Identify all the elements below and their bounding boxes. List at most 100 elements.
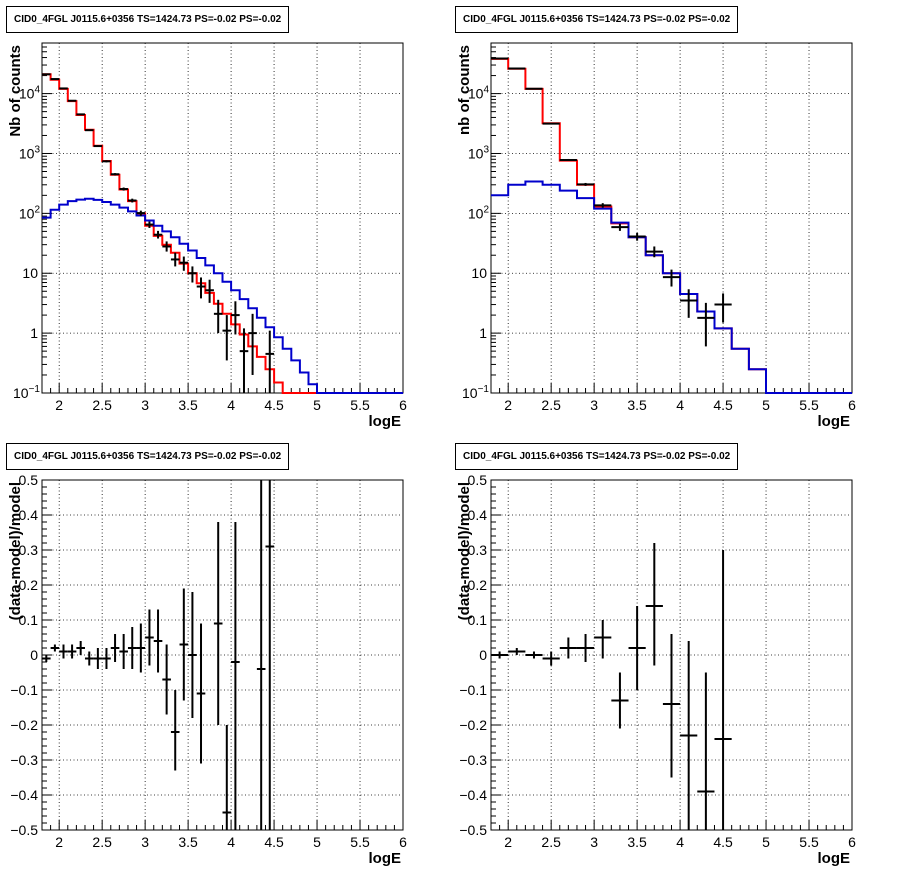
data-point (525, 87, 543, 90)
data-point (50, 644, 60, 652)
y-tick-label: −0.5 (459, 822, 487, 838)
counts-plot-top-left: 2 2.5 3 3.5 4 4.5 5 5.5 6 10−1 1 10 102 103 104 logE Nb … (7, 42, 407, 430)
plot-title: CID0_4FGL J0115.6+0356 TS=1424.73 PS=-0.… (455, 6, 739, 33)
x-axis-label: logE (369, 850, 402, 867)
data-point (213, 299, 223, 334)
residual-plot-bottom-left: 2 2.5 3 3.5 4 4.5 5 5.5 6 −0.5 −0.4 −0.3 −0.2 −0.1 0 0.… (7, 472, 407, 867)
x-tick-label: 4.5 (713, 834, 733, 850)
model-histogram-blue (42, 197, 403, 394)
x-tick-label: 6 (848, 397, 856, 413)
data-point (153, 609, 163, 673)
data-point (110, 634, 120, 662)
data-point (542, 651, 560, 666)
x-tick-label: 4 (676, 834, 684, 850)
x-tick-label: 2.5 (541, 834, 561, 850)
data-point (611, 672, 629, 729)
x-tick-label: 4 (227, 397, 235, 413)
x-tick-label: 4.5 (264, 834, 284, 850)
y-tick-label: 0 (30, 647, 38, 663)
data-point (136, 210, 146, 216)
data-point (162, 241, 171, 252)
y-tick-label: 104 (468, 85, 490, 102)
y-tick-label: −0.1 (459, 682, 487, 698)
x-axis-label: logE (369, 413, 402, 430)
x-tick-label: 3.5 (627, 834, 647, 850)
data-point (188, 266, 197, 283)
y-tick-label: 10 (471, 265, 487, 281)
data-point (559, 637, 577, 659)
x-tick-label: 2 (504, 397, 512, 413)
x-tick-label: 6 (399, 397, 407, 413)
y-tick-label: 104 (19, 85, 41, 102)
plot-title: CID0_4FGL J0115.6+0356 TS=1424.73 PS=-0.… (455, 443, 739, 470)
x-tick-label: 5 (313, 834, 321, 850)
panel-top-right: 2 2.5 3 3.5 4 4.5 5 5.5 6 10−1 1 10 102 103 104 logE nb … (449, 0, 898, 437)
data-point (645, 246, 663, 258)
x-axis-label: logE (818, 413, 851, 430)
panel-bottom-right: 2 2.5 3 3.5 4 4.5 5 5.5 6 −0.5 −0.4 −0.3 −0.2 −0.1 0 0.… (449, 437, 898, 874)
y-tick-label: 0 (479, 647, 487, 663)
data-point (145, 221, 154, 228)
plot-title: CID0_4FGL J0115.6+0356 TS=1424.73 PS=-0.… (6, 443, 290, 470)
x-tick-label: 2 (504, 834, 512, 850)
y-tick-label: 103 (19, 144, 41, 161)
data-point (697, 672, 715, 830)
data-point (628, 232, 646, 241)
x-tick-label: 2.5 (541, 397, 561, 413)
data-point (127, 198, 137, 203)
y-tick-label: 1 (30, 325, 38, 341)
plot-title: CID0_4FGL J0115.6+0356 TS=1424.73 PS=-0.… (6, 6, 290, 33)
data-point (102, 648, 111, 669)
y-tick-label: 0.4 (19, 507, 39, 523)
x-tick-label: 2.5 (92, 397, 112, 413)
y-tick-label: 0.3 (19, 542, 39, 558)
data-point (542, 122, 560, 125)
data-point (93, 648, 103, 669)
data-point (265, 330, 275, 393)
x-tick-label: 3 (141, 834, 149, 850)
panel-top-left: 2 2.5 3 3.5 4 4.5 5 5.5 6 10−1 1 10 102 103 104 logE Nb … (0, 0, 449, 437)
x-tick-label: 3 (590, 397, 598, 413)
x-tick-label: 3 (590, 834, 598, 850)
y-tick-label: −0.3 (459, 752, 487, 768)
data-point (179, 256, 189, 271)
data-point (256, 480, 266, 830)
data-point (645, 543, 663, 666)
data-point (93, 145, 103, 148)
data-point (559, 158, 577, 161)
x-tick-label: 3.5 (627, 397, 647, 413)
x-tick-label: 5 (762, 834, 770, 850)
data-point (196, 277, 206, 299)
data-point (145, 609, 154, 666)
data-point (136, 623, 146, 673)
y-tick-label: −0.1 (10, 682, 38, 698)
data-point (179, 588, 189, 701)
y-tick-label: 102 (19, 204, 41, 221)
y-axis-label: Nb of counts (7, 45, 24, 137)
data-point (231, 522, 240, 830)
data-point (110, 173, 120, 176)
data-point (576, 182, 595, 186)
data-point (680, 289, 698, 318)
data-point (67, 99, 77, 102)
data-point (594, 620, 612, 659)
data-point (697, 302, 715, 347)
data-point (239, 328, 249, 393)
x-tick-label: 5.5 (350, 397, 370, 413)
y-axis-label: (data-model)/model (456, 482, 473, 620)
data-point (594, 203, 612, 208)
y-tick-label: 0.3 (468, 542, 488, 558)
data-point (213, 522, 223, 725)
y-axis-label: nb of counts (456, 45, 473, 135)
y-tick-label: 0.5 (19, 472, 39, 488)
y-tick-label: 10 (22, 265, 38, 281)
data-point (188, 592, 197, 718)
data-point (714, 293, 732, 323)
data-point (714, 550, 732, 830)
data-point (127, 627, 137, 669)
data-point (84, 129, 94, 132)
data-point (611, 223, 629, 231)
y-tick-label: 103 (468, 144, 490, 161)
data-point (196, 623, 206, 764)
y-tick-label: 0.2 (468, 577, 488, 593)
